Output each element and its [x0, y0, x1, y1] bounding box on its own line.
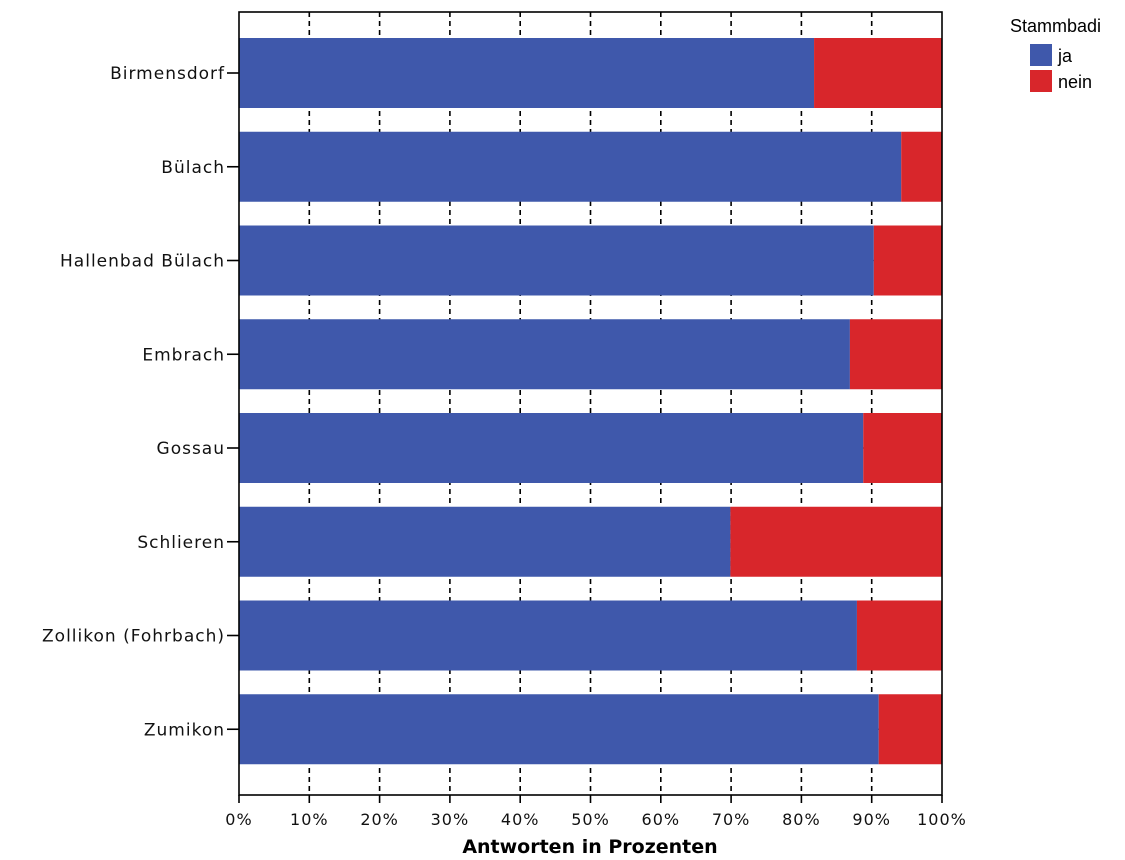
x-tick-label: 100% — [917, 810, 967, 829]
x-tick-label: 40% — [501, 810, 540, 829]
category-label: Gossau — [157, 439, 225, 459]
x-tick-label: 80% — [782, 810, 821, 829]
bar-ja — [239, 694, 879, 765]
bar-nein — [856, 600, 942, 671]
legend-swatch-ja — [1030, 44, 1052, 66]
x-tick-label: 0% — [225, 810, 252, 829]
labels: 0% 10% 20% 30% 40% 50% 60% 70% 80% 90% 100% Birmens… — [42, 64, 967, 829]
axes — [227, 11, 943, 803]
legend: Stammbadi ja nein — [1010, 16, 1101, 92]
category-label: Birmensdorf — [110, 64, 225, 84]
category-label: Zollikon (Fohrbach) — [42, 627, 225, 647]
bar-ja — [239, 413, 864, 483]
bar-ja — [239, 319, 850, 390]
bar-ja — [239, 131, 902, 202]
category-label: Hallenbad Bülach — [60, 252, 225, 272]
x-tick-label: 60% — [642, 810, 681, 829]
bar-ja — [239, 506, 731, 577]
legend-title: Stammbadi — [1010, 16, 1101, 36]
bar-ja — [239, 38, 815, 108]
bar-nein — [730, 506, 942, 577]
category-label: Zumikon — [144, 720, 225, 740]
x-tick-label: 30% — [431, 810, 470, 829]
category-label: Embrach — [142, 345, 225, 365]
category-label: Schlieren — [137, 533, 225, 553]
category-label: Bülach — [161, 158, 225, 178]
x-axis-title: Antworten in Prozenten — [462, 836, 717, 858]
bar-nein — [873, 225, 942, 296]
bars — [239, 38, 942, 765]
x-tick-label: 70% — [712, 810, 751, 829]
bar-ja — [239, 225, 874, 296]
x-tick-label: 20% — [360, 810, 399, 829]
bar-nein — [878, 694, 942, 765]
grid-lines — [239, 12, 942, 795]
plot-frame — [238, 11, 943, 796]
bar-nein — [863, 413, 942, 483]
x-tick-label: 10% — [290, 810, 329, 829]
bar-nein — [849, 319, 942, 390]
x-tick-label: 90% — [852, 810, 891, 829]
bar-nein — [901, 131, 942, 202]
bar-ja — [239, 600, 857, 671]
legend-entry: ja — [1057, 46, 1073, 66]
legend-swatch-nein — [1030, 70, 1052, 92]
legend-entry: nein — [1058, 72, 1092, 92]
x-tick-label: 50% — [571, 810, 610, 829]
bar-nein — [814, 38, 942, 108]
